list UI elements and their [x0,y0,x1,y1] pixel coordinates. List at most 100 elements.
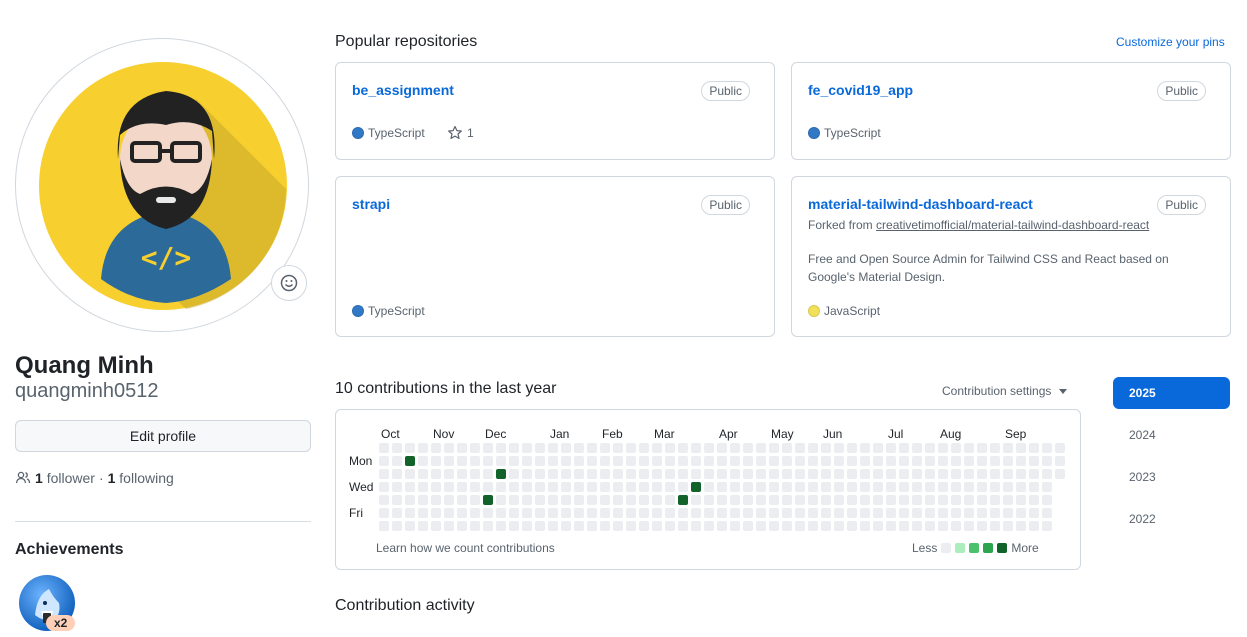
contribution-day[interactable] [743,482,753,492]
contribution-day[interactable] [704,508,714,518]
contribution-day[interactable] [1003,508,1013,518]
contribution-day[interactable] [730,495,740,505]
contribution-day[interactable] [821,443,831,453]
contribution-day[interactable] [704,443,714,453]
contribution-day[interactable] [886,495,896,505]
contribution-day[interactable] [1029,443,1039,453]
contribution-day[interactable] [535,469,545,479]
contribution-day[interactable] [925,443,935,453]
contribution-day[interactable] [678,508,688,518]
contribution-day[interactable] [925,469,935,479]
following-link[interactable]: 1 following [108,470,174,486]
contribution-day[interactable] [925,508,935,518]
contribution-day[interactable] [1003,469,1013,479]
contribution-day[interactable] [691,495,701,505]
contribution-day[interactable] [535,521,545,531]
contribution-day[interactable] [1029,482,1039,492]
contribution-day[interactable] [496,495,506,505]
contribution-day[interactable] [691,469,701,479]
contribution-day[interactable] [431,456,441,466]
avatar[interactable]: </> [15,38,309,332]
contribution-day[interactable] [769,508,779,518]
contribution-day[interactable] [717,508,727,518]
contribution-day[interactable] [977,508,987,518]
contribution-day[interactable] [1003,521,1013,531]
contribution-settings-dropdown[interactable]: Contribution settings [942,384,1068,398]
contribution-day[interactable] [509,456,519,466]
contribution-day[interactable] [665,456,675,466]
contribution-day[interactable] [522,469,532,479]
contribution-day[interactable] [873,521,883,531]
contribution-day[interactable] [821,495,831,505]
contribution-day[interactable] [665,482,675,492]
repo-name-link[interactable]: strapi [352,196,391,212]
contribution-day[interactable] [652,495,662,505]
contribution-day[interactable] [860,508,870,518]
contribution-day[interactable] [379,443,389,453]
contribution-day[interactable] [964,443,974,453]
contribution-day[interactable] [1055,456,1065,466]
contribution-day[interactable] [756,521,766,531]
contribution-day[interactable] [990,443,1000,453]
contribution-day[interactable] [496,521,506,531]
contribution-day[interactable] [639,456,649,466]
contribution-day[interactable] [951,456,961,466]
contribution-day[interactable] [626,469,636,479]
contribution-day[interactable] [483,443,493,453]
contribution-day[interactable] [652,482,662,492]
contribution-day[interactable] [834,521,844,531]
contribution-day[interactable] [886,482,896,492]
contribution-day[interactable] [639,521,649,531]
contribution-day[interactable] [496,443,506,453]
contribution-day[interactable] [704,456,714,466]
contribution-day[interactable] [574,495,584,505]
contribution-day[interactable] [821,482,831,492]
contribution-day[interactable] [483,508,493,518]
contribution-day[interactable] [483,482,493,492]
contribution-day[interactable] [600,456,610,466]
contribution-day[interactable] [691,482,701,492]
contribution-day[interactable] [899,469,909,479]
contribution-day[interactable] [951,469,961,479]
contribution-day[interactable] [457,521,467,531]
contribution-day[interactable] [444,456,454,466]
contribution-day[interactable] [860,495,870,505]
contribution-day[interactable] [769,443,779,453]
contribution-day[interactable] [431,495,441,505]
contribution-day[interactable] [795,456,805,466]
contribution-day[interactable] [587,469,597,479]
contribution-day[interactable] [431,482,441,492]
contribution-day[interactable] [392,482,402,492]
contribution-day[interactable] [639,469,649,479]
contribution-day[interactable] [847,443,857,453]
contribution-day[interactable] [1055,469,1065,479]
contribution-day[interactable] [392,508,402,518]
contribution-day[interactable] [691,443,701,453]
contribution-day[interactable] [691,456,701,466]
stars-link[interactable]: 1 [447,125,474,141]
contribution-day[interactable] [522,495,532,505]
contribution-day[interactable] [1016,482,1026,492]
contribution-day[interactable] [418,456,428,466]
year-filter-2023[interactable]: 2023 [1129,470,1156,484]
contribution-day[interactable] [496,482,506,492]
contribution-day[interactable] [509,495,519,505]
contribution-day[interactable] [704,521,714,531]
contribution-day[interactable] [522,443,532,453]
contribution-day[interactable] [665,495,675,505]
contribution-day[interactable] [613,495,623,505]
contribution-day[interactable] [405,482,415,492]
contribution-day[interactable] [665,469,675,479]
contribution-day[interactable] [925,495,935,505]
contribution-day[interactable] [977,521,987,531]
contribution-day[interactable] [886,443,896,453]
contribution-day[interactable] [1003,495,1013,505]
contribution-day[interactable] [1029,521,1039,531]
contribution-day[interactable] [457,456,467,466]
contribution-day[interactable] [600,443,610,453]
contribution-day[interactable] [964,469,974,479]
contribution-day[interactable] [405,456,415,466]
contribution-day[interactable] [873,508,883,518]
contribution-day[interactable] [1042,482,1052,492]
contribution-day[interactable] [678,495,688,505]
